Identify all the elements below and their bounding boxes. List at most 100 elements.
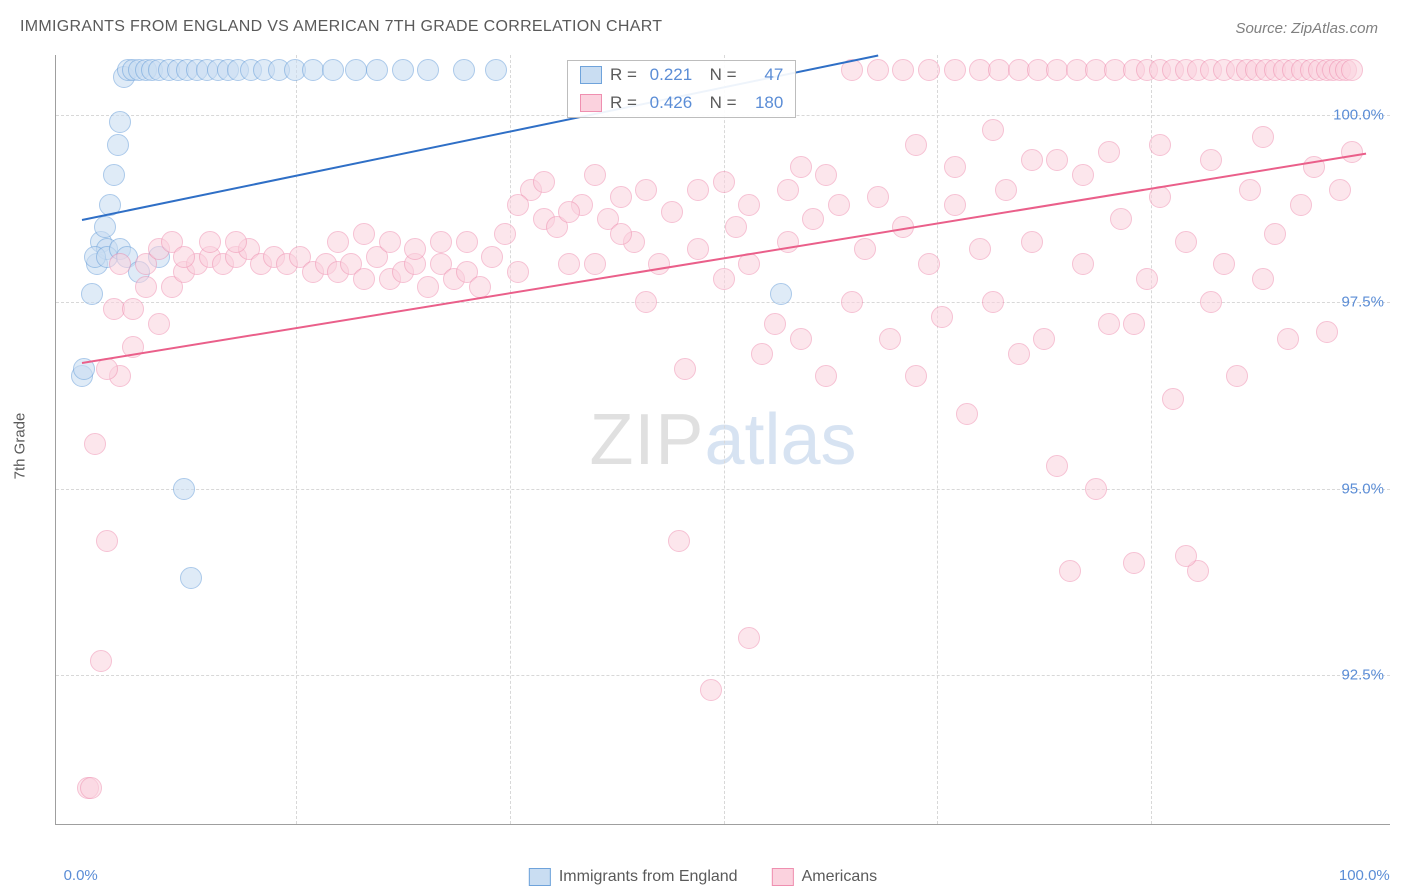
stats-swatch xyxy=(580,66,602,84)
scatter-point xyxy=(225,231,247,253)
scatter-point xyxy=(507,194,529,216)
scatter-point xyxy=(90,650,112,672)
scatter-point xyxy=(327,231,349,253)
scatter-point xyxy=(738,627,760,649)
scatter-point xyxy=(1290,194,1312,216)
scatter-point xyxy=(687,179,709,201)
scatter-plot-area: ZIPatlas 92.5%95.0%97.5%100.0% xyxy=(55,55,1390,825)
scatter-point xyxy=(1277,328,1299,350)
scatter-point xyxy=(1085,478,1107,500)
stats-r-value: 0.426 xyxy=(650,93,693,113)
scatter-point xyxy=(1046,455,1068,477)
scatter-point xyxy=(944,156,966,178)
scatter-point xyxy=(392,59,414,81)
scatter-point xyxy=(417,59,439,81)
scatter-point xyxy=(892,59,914,81)
scatter-point xyxy=(584,253,606,275)
scatter-point xyxy=(1264,223,1286,245)
scatter-point xyxy=(507,261,529,283)
scatter-point xyxy=(558,253,580,275)
scatter-point xyxy=(995,179,1017,201)
gridline-vertical xyxy=(510,55,511,824)
legend-item-england: Immigrants from England xyxy=(529,868,738,886)
scatter-point xyxy=(905,134,927,156)
scatter-point xyxy=(1149,134,1171,156)
scatter-point xyxy=(918,59,940,81)
scatter-point xyxy=(1175,231,1197,253)
scatter-point xyxy=(738,253,760,275)
scatter-point xyxy=(1123,552,1145,574)
scatter-point xyxy=(1008,343,1030,365)
stats-row: R = 0.426 N = 180 xyxy=(568,89,795,117)
scatter-point xyxy=(135,276,157,298)
scatter-point xyxy=(1252,268,1274,290)
y-tick-label: 97.5% xyxy=(1341,293,1384,310)
legend-swatch-england xyxy=(529,868,551,886)
scatter-point xyxy=(764,313,786,335)
stats-n-value: 180 xyxy=(749,93,783,113)
scatter-point xyxy=(982,291,1004,313)
scatter-point xyxy=(533,171,555,193)
scatter-point xyxy=(322,59,344,81)
scatter-point xyxy=(366,59,388,81)
scatter-point xyxy=(956,403,978,425)
chart-title: IMMIGRANTS FROM ENGLAND VS AMERICAN 7TH … xyxy=(20,18,662,36)
scatter-point xyxy=(584,164,606,186)
scatter-point xyxy=(485,59,507,81)
stats-r-label: R = xyxy=(610,93,642,113)
scatter-point xyxy=(905,365,927,387)
scatter-point xyxy=(453,59,475,81)
scatter-point xyxy=(802,208,824,230)
scatter-point xyxy=(173,478,195,500)
scatter-point xyxy=(1175,545,1197,567)
scatter-point xyxy=(1162,388,1184,410)
scatter-point xyxy=(558,201,580,223)
legend-swatch-americans xyxy=(772,868,794,886)
scatter-point xyxy=(148,313,170,335)
scatter-point xyxy=(1098,141,1120,163)
scatter-point xyxy=(918,253,940,275)
scatter-point xyxy=(1021,231,1043,253)
scatter-point xyxy=(1329,179,1351,201)
scatter-point xyxy=(430,231,452,253)
scatter-point xyxy=(854,238,876,260)
scatter-point xyxy=(770,283,792,305)
scatter-point xyxy=(122,298,144,320)
legend-label-england: Immigrants from England xyxy=(559,868,738,886)
source-attribution: Source: ZipAtlas.com xyxy=(1235,20,1378,37)
scatter-point xyxy=(345,59,367,81)
scatter-point xyxy=(103,164,125,186)
scatter-point xyxy=(109,111,131,133)
scatter-point xyxy=(713,171,735,193)
scatter-point xyxy=(1072,164,1094,186)
scatter-point xyxy=(713,268,735,290)
scatter-point xyxy=(379,231,401,253)
scatter-point xyxy=(725,216,747,238)
scatter-point xyxy=(777,179,799,201)
watermark-zip: ZIP xyxy=(589,400,704,480)
scatter-point xyxy=(1341,141,1363,163)
scatter-point xyxy=(944,59,966,81)
legend-label-americans: Americans xyxy=(802,868,878,886)
scatter-point xyxy=(109,253,131,275)
scatter-point xyxy=(199,231,221,253)
scatter-point xyxy=(353,223,375,245)
scatter-point xyxy=(661,201,683,223)
scatter-point xyxy=(1098,313,1120,335)
scatter-point xyxy=(456,231,478,253)
scatter-point xyxy=(751,343,773,365)
scatter-point xyxy=(1110,208,1132,230)
scatter-point xyxy=(1213,253,1235,275)
scatter-point xyxy=(841,291,863,313)
scatter-point xyxy=(687,238,709,260)
scatter-point xyxy=(790,328,812,350)
scatter-point xyxy=(81,283,103,305)
scatter-point xyxy=(700,679,722,701)
stats-row: R = 0.221 N = 47 xyxy=(568,61,795,89)
scatter-point xyxy=(107,134,129,156)
gridline-vertical xyxy=(1151,55,1152,824)
scatter-point xyxy=(610,186,632,208)
y-tick-label: 100.0% xyxy=(1333,106,1384,123)
scatter-point xyxy=(1239,179,1261,201)
scatter-point xyxy=(790,156,812,178)
